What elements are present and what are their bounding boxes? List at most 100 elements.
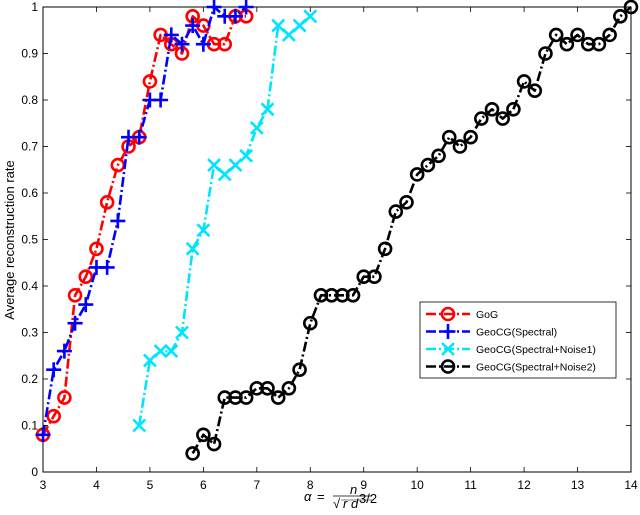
- series-2: [132, 9, 318, 433]
- data-point: [270, 390, 286, 405]
- x-tick-label: 14: [624, 478, 638, 492]
- data-point: [35, 427, 51, 443]
- data-point: [580, 36, 596, 52]
- y-tick-label: 0.6: [21, 186, 38, 200]
- data-point: [613, 8, 628, 24]
- data-point: [345, 287, 361, 303]
- y-tick-label: 0: [31, 465, 38, 479]
- x-tick-label: 4: [93, 478, 100, 492]
- x-tick-label: 5: [147, 478, 154, 492]
- legend-entry: GoG: [426, 306, 498, 322]
- data-point: [78, 297, 94, 313]
- series-0: [35, 8, 254, 443]
- legend-marker: [440, 359, 456, 374]
- data-point: [142, 74, 158, 89]
- data-point: [602, 27, 617, 43]
- data-point: [153, 92, 169, 108]
- data-point: [153, 344, 168, 359]
- y-axis-label: Average reconstruction rate: [2, 160, 17, 319]
- data-point: [217, 36, 233, 52]
- data-point: [302, 315, 318, 331]
- data-point: [388, 204, 404, 219]
- data-point: [335, 287, 350, 303]
- svg-text:3/2: 3/2: [359, 491, 377, 506]
- data-point: [441, 129, 457, 145]
- series-group: [35, 0, 639, 461]
- data-point: [559, 36, 575, 52]
- svg-text:r d: r d: [343, 496, 359, 511]
- data-point: [164, 344, 179, 359]
- x-tick-label: 13: [571, 478, 585, 492]
- data-point: [46, 362, 62, 378]
- legend-entry: GeoCG(Spectral): [426, 324, 557, 339]
- data-point: [474, 111, 489, 126]
- data-point: [56, 343, 72, 359]
- data-point: [174, 36, 190, 52]
- data-point: [506, 102, 521, 117]
- data-point: [99, 259, 115, 275]
- data-point: [67, 315, 83, 331]
- data-point: [570, 27, 585, 43]
- series-line: [41, 5, 247, 436]
- data-point: [292, 362, 307, 378]
- data-point: [196, 223, 211, 238]
- data-point: [367, 269, 382, 285]
- data-point: [463, 129, 478, 145]
- data-point: [431, 148, 446, 164]
- data-point: [195, 36, 211, 52]
- x-axis-label: α = n √ r d 3/2: [304, 482, 377, 511]
- data-point: [185, 241, 200, 256]
- y-tick-label: 0.4: [21, 279, 38, 293]
- x-tick-label: 12: [517, 478, 531, 492]
- data-point: [484, 102, 500, 117]
- y-tick-label: 0.1: [21, 419, 38, 433]
- legend-label: GeoCG(Spectral+Noise2): [476, 362, 596, 374]
- data-point: [89, 241, 104, 257]
- y-tick-label: 0.2: [21, 372, 38, 386]
- data-point: [110, 213, 126, 229]
- axes: [42, 6, 632, 473]
- legend: GoG GeoCG(Spectral) GeoCG(Spectral+Noise1)…: [419, 301, 617, 379]
- data-point: [175, 325, 189, 340]
- y-tick-label: 0.3: [21, 326, 38, 340]
- data-point: [217, 390, 233, 405]
- svg-text:n: n: [350, 482, 357, 497]
- data-point: [495, 111, 511, 126]
- data-point: [303, 9, 318, 24]
- data-point: [78, 269, 94, 285]
- data-point: [196, 427, 211, 443]
- svg-text:√: √: [333, 496, 341, 511]
- x-tick-label: 6: [200, 478, 207, 492]
- data-point: [313, 287, 329, 303]
- ticks: 3 4 5 6 7 8 9 10 11 12 13 14 0 0.1 0.2 0.3 0.4 0.5 0.6 0.7 0…: [21, 0, 638, 492]
- x-tick-label: 3: [40, 478, 47, 492]
- data-point: [227, 8, 243, 24]
- data-point: [324, 287, 339, 303]
- data-point: [623, 0, 639, 15]
- data-point: [206, 0, 222, 15]
- legend-marker: [440, 306, 456, 322]
- legend-label: GoG: [476, 309, 498, 321]
- data-point: [238, 0, 254, 15]
- x-tick-label: 9: [360, 478, 367, 492]
- svg-text:α: α: [304, 489, 312, 504]
- data-point: [409, 167, 425, 182]
- x-tick-label: 11: [464, 478, 477, 492]
- legend-entry: GeoCG(Spectral+Noise1): [426, 342, 596, 356]
- data-point: [399, 195, 414, 210]
- data-point: [185, 18, 201, 34]
- data-point: [238, 390, 254, 405]
- data-point: [420, 157, 436, 173]
- data-point: [591, 36, 607, 52]
- data-point: [249, 380, 265, 396]
- data-point: [131, 129, 147, 145]
- data-point: [57, 390, 72, 405]
- data-point: [260, 102, 275, 117]
- data-point: [281, 380, 297, 396]
- data-point: [452, 139, 468, 154]
- data-point: [185, 446, 200, 461]
- data-point: [132, 418, 147, 433]
- data-point: [516, 74, 532, 89]
- data-point: [249, 120, 264, 135]
